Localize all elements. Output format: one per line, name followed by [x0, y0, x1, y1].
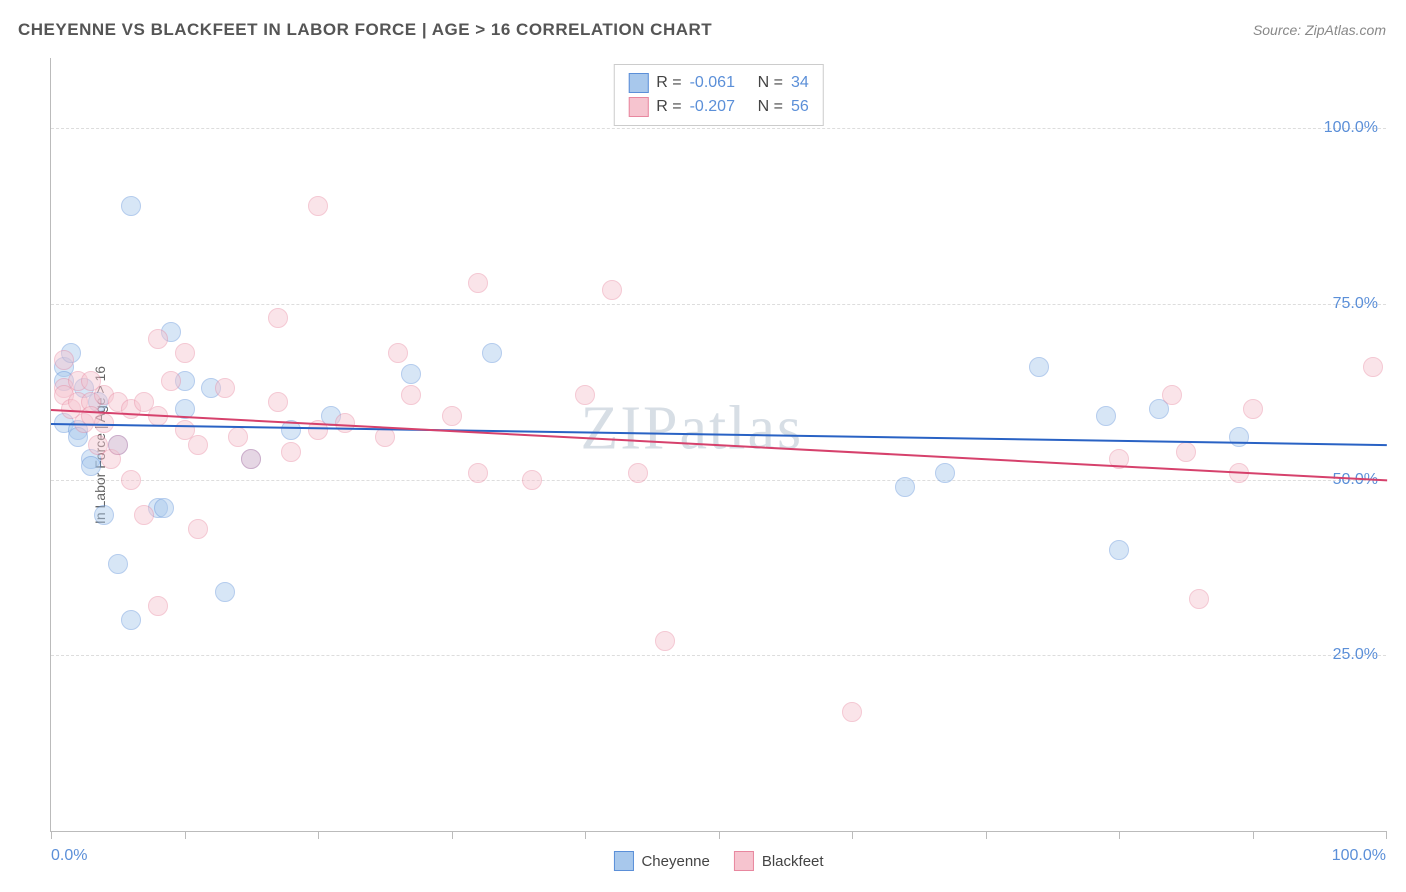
gridline — [51, 655, 1386, 656]
scatter-point — [602, 280, 622, 300]
scatter-point — [655, 631, 675, 651]
gridline — [51, 304, 1386, 305]
scatter-point — [148, 596, 168, 616]
y-tick-label: 100.0% — [1324, 119, 1378, 137]
scatter-point — [895, 477, 915, 497]
legend-n-label: N = — [758, 98, 783, 116]
scatter-point — [522, 470, 542, 490]
scatter-point — [241, 449, 261, 469]
scatter-point — [575, 385, 595, 405]
scatter-point — [628, 463, 648, 483]
scatter-point — [161, 371, 181, 391]
legend-n-label: N = — [758, 74, 783, 92]
scatter-point — [148, 329, 168, 349]
scatter-point — [188, 519, 208, 539]
legend-swatch — [628, 97, 648, 117]
x-tick — [318, 831, 319, 839]
scatter-point — [1162, 385, 1182, 405]
scatter-point — [281, 442, 301, 462]
scatter-point — [54, 350, 74, 370]
scatter-point — [1096, 406, 1116, 426]
scatter-point — [388, 343, 408, 363]
legend-correlation: R = -0.061 N = 34 R = -0.207 N = 56 — [613, 64, 823, 126]
chart-title: CHEYENNE VS BLACKFEET IN LABOR FORCE | A… — [18, 20, 712, 40]
scatter-point — [154, 498, 174, 518]
scatter-point — [482, 343, 502, 363]
scatter-point — [1189, 589, 1209, 609]
scatter-point — [94, 505, 114, 525]
scatter-point — [228, 427, 248, 447]
gridline — [51, 480, 1386, 481]
x-tick — [452, 831, 453, 839]
scatter-point — [121, 196, 141, 216]
legend-correlation-row: R = -0.207 N = 56 — [628, 95, 808, 119]
legend-swatch — [613, 851, 633, 871]
scatter-point — [215, 582, 235, 602]
scatter-point — [108, 435, 128, 455]
scatter-point — [268, 308, 288, 328]
x-tick — [1386, 831, 1387, 839]
scatter-point — [81, 456, 101, 476]
scatter-point — [1029, 357, 1049, 377]
x-tick — [585, 831, 586, 839]
source-attribution: Source: ZipAtlas.com — [1253, 22, 1386, 38]
x-tick — [1119, 831, 1120, 839]
legend-r-label: R = — [656, 74, 681, 92]
legend-swatch — [628, 73, 648, 93]
gridline — [51, 128, 1386, 129]
x-tick — [852, 831, 853, 839]
legend-n-value: 56 — [791, 98, 809, 116]
scatter-point — [215, 378, 235, 398]
scatter-point — [121, 610, 141, 630]
scatter-point — [1363, 357, 1383, 377]
x-axis-max: 100.0% — [1332, 847, 1386, 865]
legend-swatch — [734, 851, 754, 871]
legend-n-value: 34 — [791, 74, 809, 92]
legend-series-item: Cheyenne — [613, 851, 709, 871]
x-tick — [986, 831, 987, 839]
scatter-point — [1243, 399, 1263, 419]
scatter-point — [401, 364, 421, 384]
scatter-point — [108, 554, 128, 574]
scatter-point — [842, 702, 862, 722]
correlation-chart: CHEYENNE VS BLACKFEET IN LABOR FORCE | A… — [0, 0, 1406, 892]
x-tick — [51, 831, 52, 839]
legend-correlation-row: R = -0.061 N = 34 — [628, 71, 808, 95]
x-tick — [1253, 831, 1254, 839]
scatter-point — [188, 435, 208, 455]
scatter-point — [401, 385, 421, 405]
legend-r-value: -0.207 — [690, 98, 750, 116]
legend-r-value: -0.061 — [690, 74, 750, 92]
x-tick — [719, 831, 720, 839]
x-axis-min: 0.0% — [51, 847, 87, 865]
plot-area: In Labor Force | Age > 16 ZIPatlas R =-0… — [50, 58, 1386, 832]
watermark: ZIPatlas — [580, 394, 803, 465]
scatter-point — [468, 463, 488, 483]
scatter-point — [935, 463, 955, 483]
legend-r-label: R = — [656, 98, 681, 116]
y-tick-label: 75.0% — [1333, 295, 1378, 313]
legend-series-label: Cheyenne — [641, 853, 709, 870]
scatter-point — [175, 343, 195, 363]
scatter-point — [375, 427, 395, 447]
scatter-point — [121, 470, 141, 490]
y-tick-label: 25.0% — [1333, 646, 1378, 664]
scatter-point — [1109, 540, 1129, 560]
x-tick — [185, 831, 186, 839]
scatter-point — [468, 273, 488, 293]
legend-series-item: Blackfeet — [734, 851, 824, 871]
legend-series-label: Blackfeet — [762, 853, 824, 870]
scatter-point — [1229, 427, 1249, 447]
scatter-point — [308, 196, 328, 216]
scatter-point — [442, 406, 462, 426]
scatter-point — [268, 392, 288, 412]
legend-series: Cheyenne Blackfeet — [613, 851, 823, 871]
scatter-point — [1176, 442, 1196, 462]
scatter-point — [134, 505, 154, 525]
